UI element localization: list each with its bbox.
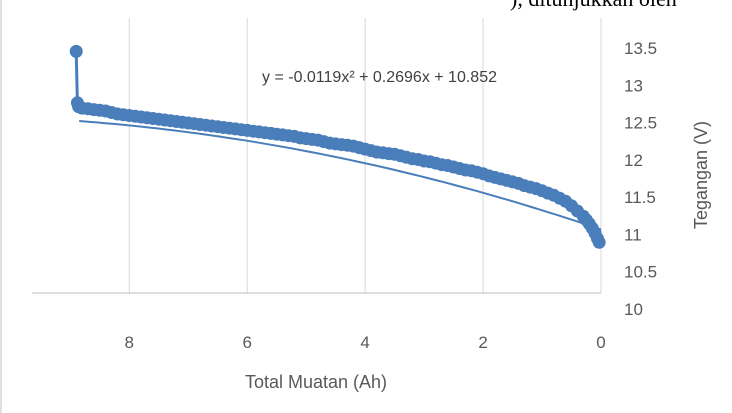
- grid-layer: [128, 18, 602, 293]
- data-point-0: [69, 44, 83, 58]
- y-tick-label-13.5: 13.5: [624, 39, 657, 58]
- x-tick-label-6: 6: [242, 333, 251, 352]
- y-tick-labels: 10 10.5 11 11.5 12 12.5 13 13.5: [624, 39, 657, 319]
- y-tick-label-12.5: 12.5: [624, 114, 657, 133]
- trendline-equation: y = -0.0119x² + 0.2696x + 10.852: [262, 69, 497, 86]
- trendline-layer: [79, 120, 602, 231]
- x-tick-label-8: 8: [125, 333, 134, 352]
- x-tick-labels: 8 6 4 2 0: [125, 333, 606, 352]
- x-tick-label-4: 4: [360, 333, 369, 352]
- y-tick-label-10.5: 10.5: [624, 263, 657, 282]
- data-point-94: [592, 235, 606, 249]
- y-tick-label-12: 12: [624, 151, 643, 170]
- y-tick-label-13: 13: [624, 76, 643, 95]
- x-axis-title: Total Muatan (Ah): [245, 372, 387, 392]
- top-cut-text: ), ditunjukkan oleh: [510, 0, 677, 11]
- x-tick-label-2: 2: [478, 333, 487, 352]
- y-tick-label-11: 11: [624, 225, 642, 244]
- y-tick-label-11.5: 11.5: [624, 188, 656, 207]
- x-tick-label-0: 0: [596, 333, 605, 352]
- series-layer: [69, 44, 606, 249]
- y-axis-title: Tegangan (V): [691, 121, 711, 229]
- y-tick-label-10: 10: [624, 300, 643, 319]
- trendline: [79, 120, 602, 231]
